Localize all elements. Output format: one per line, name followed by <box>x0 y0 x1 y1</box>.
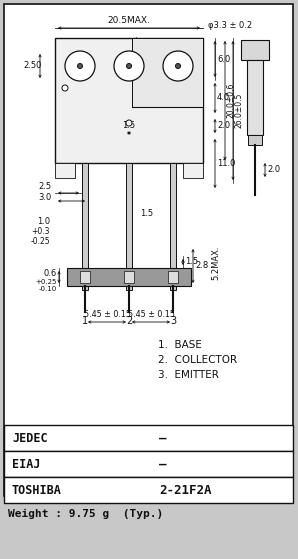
Bar <box>170 163 176 290</box>
Circle shape <box>126 120 132 126</box>
Bar <box>55 163 75 178</box>
Bar <box>124 271 134 283</box>
Text: 2.0: 2.0 <box>267 165 280 174</box>
Text: 0.6: 0.6 <box>44 269 57 278</box>
Bar <box>168 271 178 283</box>
Text: 5.45 ± 0.15: 5.45 ± 0.15 <box>128 310 175 319</box>
Bar <box>247 60 263 135</box>
Bar <box>55 38 203 163</box>
Circle shape <box>77 64 83 69</box>
Text: 2.50: 2.50 <box>23 61 41 70</box>
Text: 3.0: 3.0 <box>39 193 52 202</box>
Text: 1.5: 1.5 <box>185 258 198 267</box>
Circle shape <box>65 51 95 81</box>
Bar <box>241 40 269 60</box>
Bar <box>4 425 293 451</box>
Text: 5.45 ± 0.15: 5.45 ± 0.15 <box>83 310 131 319</box>
Text: 1.  BASE: 1. BASE <box>158 340 202 350</box>
Text: —: — <box>159 432 167 444</box>
Text: 1.5: 1.5 <box>122 121 136 130</box>
Text: 20.0±0.6: 20.0±0.6 <box>226 83 235 118</box>
Text: 6.0: 6.0 <box>217 54 230 64</box>
Text: 1.0: 1.0 <box>37 216 50 225</box>
Text: EIAJ: EIAJ <box>12 457 41 471</box>
Bar <box>4 4 293 496</box>
Text: 2.8: 2.8 <box>195 262 208 271</box>
Text: —: — <box>159 457 167 471</box>
Text: φ3.3 ± 0.2: φ3.3 ± 0.2 <box>208 21 252 30</box>
Text: 4.0: 4.0 <box>217 93 230 102</box>
Text: 2.0: 2.0 <box>217 121 230 130</box>
Text: 20.5MAX.: 20.5MAX. <box>108 16 150 25</box>
Text: 2-21F2A: 2-21F2A <box>159 484 212 496</box>
Text: Weight : 9.75 g  (Typ.): Weight : 9.75 g (Typ.) <box>8 509 163 519</box>
Text: +0.25
-0.10: +0.25 -0.10 <box>36 279 57 292</box>
Circle shape <box>163 51 193 81</box>
Bar <box>132 38 203 107</box>
Text: TOSHIBA: TOSHIBA <box>12 484 62 496</box>
Bar <box>4 477 293 503</box>
Text: JEDEC: JEDEC <box>12 432 48 444</box>
Bar <box>248 135 262 145</box>
Bar <box>82 163 88 290</box>
Bar <box>4 451 293 477</box>
Circle shape <box>62 85 68 91</box>
Text: 1: 1 <box>82 316 88 326</box>
Text: 2.5: 2.5 <box>39 182 52 191</box>
Bar <box>126 163 132 290</box>
Circle shape <box>126 64 131 69</box>
Text: 11.0: 11.0 <box>217 159 235 168</box>
Text: 2.  COLLECTOR: 2. COLLECTOR <box>158 355 237 365</box>
Bar <box>183 163 203 178</box>
Bar <box>80 271 90 283</box>
Text: +0.3
-0.25: +0.3 -0.25 <box>30 227 50 247</box>
Circle shape <box>176 64 181 69</box>
Text: 26.0±0.5: 26.0±0.5 <box>234 93 243 128</box>
Text: 3: 3 <box>170 316 176 326</box>
Text: 5.2MAX.: 5.2MAX. <box>211 246 220 280</box>
Bar <box>67 268 191 286</box>
Text: 2: 2 <box>126 316 132 326</box>
Text: 1.5: 1.5 <box>140 209 153 217</box>
Text: 3.  EMITTER: 3. EMITTER <box>158 370 219 380</box>
Circle shape <box>114 51 144 81</box>
